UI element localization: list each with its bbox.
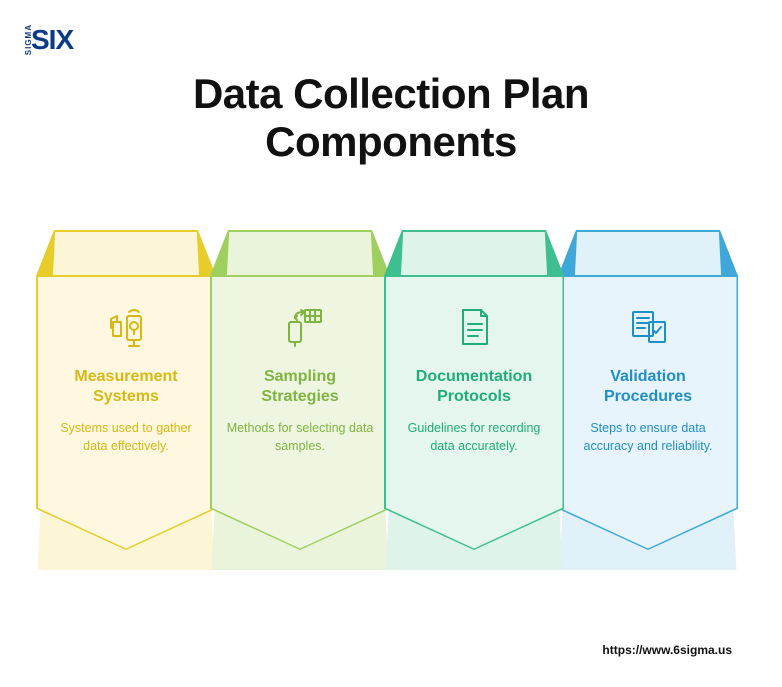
card-validation: Validation Procedures Steps to ensure da… xyxy=(558,230,738,570)
card-desc: Guidelines for recording data accurately… xyxy=(400,419,549,455)
page-title: Data Collection PlanComponents xyxy=(0,70,782,167)
logo-text: SIX xyxy=(31,24,73,56)
footer-url: https://www.6sigma.us xyxy=(602,643,732,657)
measurement-icon xyxy=(101,299,151,355)
card-desc: Systems used to gather data effectively. xyxy=(52,419,201,455)
card-title: Sampling Strategies xyxy=(226,367,375,407)
six-sigma-logo: SIGMA SIX xyxy=(24,24,73,56)
card-body: Documentation Protocols Guidelines for r… xyxy=(386,277,563,549)
card-title: Validation Procedures xyxy=(574,367,723,407)
card-measurement: Measurement Systems Systems used to gath… xyxy=(36,230,216,570)
card-sampling: Sampling Strategies Methods for selectin… xyxy=(210,230,390,570)
validation-icon xyxy=(623,299,673,355)
logo-subtext: SIGMA xyxy=(24,24,33,55)
card-desc: Methods for selecting data samples. xyxy=(226,419,375,455)
card-body: Measurement Systems Systems used to gath… xyxy=(38,277,215,549)
sampling-icon xyxy=(275,299,325,355)
card-desc: Steps to ensure data accuracy and reliab… xyxy=(574,419,723,455)
card-body: Sampling Strategies Methods for selectin… xyxy=(212,277,389,549)
card-title: Measurement Systems xyxy=(52,367,201,407)
documentation-icon xyxy=(449,299,499,355)
card-documentation: Documentation Protocols Guidelines for r… xyxy=(384,230,564,570)
card-title: Documentation Protocols xyxy=(400,367,549,407)
card-body: Validation Procedures Steps to ensure da… xyxy=(560,277,737,549)
cards-row: Measurement Systems Systems used to gath… xyxy=(36,230,746,590)
